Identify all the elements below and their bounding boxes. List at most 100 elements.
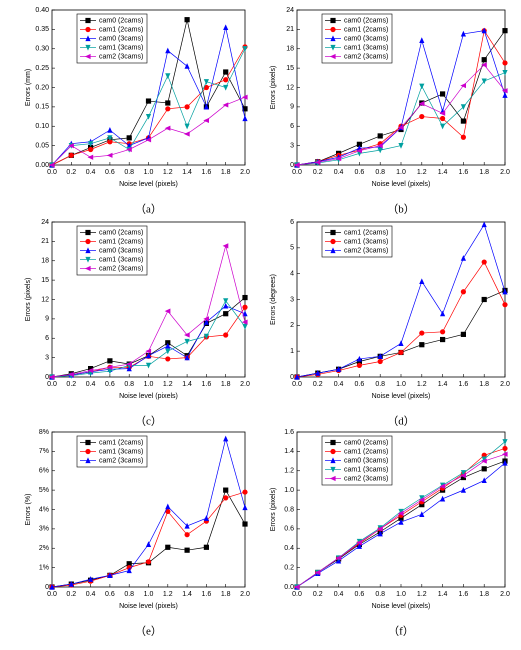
marker bbox=[223, 298, 229, 304]
legend-label: cam0 (3cams) bbox=[99, 247, 143, 254]
x-tick-label: 0.2 bbox=[313, 591, 323, 598]
y-tick-label: 0.8 bbox=[284, 506, 294, 513]
y-tick-label: 0.35 bbox=[35, 26, 49, 33]
x-axis-label: Noise level (pixels) bbox=[372, 181, 431, 188]
legend-label: cam2 (3cams) bbox=[99, 457, 143, 464]
marker bbox=[203, 319, 209, 325]
y-tick-label: 0.40 bbox=[35, 7, 49, 14]
x-tick-label: 0.8 bbox=[124, 381, 134, 388]
caption: （a） bbox=[135, 203, 162, 216]
marker bbox=[165, 106, 171, 112]
marker bbox=[184, 104, 190, 110]
marker bbox=[502, 28, 508, 34]
x-tick-label: 1.8 bbox=[221, 381, 231, 388]
marker bbox=[242, 324, 248, 330]
marker bbox=[165, 340, 171, 346]
marker bbox=[145, 541, 152, 547]
marker bbox=[294, 373, 300, 380]
marker bbox=[356, 362, 362, 368]
y-tick-label: 4% bbox=[39, 506, 49, 513]
marker bbox=[223, 332, 229, 338]
marker bbox=[440, 329, 446, 335]
marker bbox=[418, 101, 425, 107]
marker bbox=[481, 78, 487, 85]
x-tick-label: 0.6 bbox=[355, 381, 365, 388]
series-line bbox=[51, 489, 246, 588]
marker bbox=[336, 366, 342, 372]
x-tick-label: 0.2 bbox=[313, 381, 323, 388]
marker bbox=[460, 474, 466, 481]
marker bbox=[165, 508, 171, 515]
x-tick-label: 1.0 bbox=[396, 169, 406, 176]
legend-label: cam1 (3cams) bbox=[344, 466, 388, 473]
marker bbox=[242, 115, 248, 122]
y-tick-label: 6 bbox=[45, 335, 49, 342]
legend-label: cam2 (3cams) bbox=[344, 475, 388, 482]
y-tick-label: 2% bbox=[39, 545, 49, 552]
marker bbox=[85, 44, 91, 51]
marker bbox=[164, 125, 171, 131]
x-tick-label: 1.0 bbox=[144, 381, 154, 388]
y-tick-label: 2 bbox=[290, 322, 294, 329]
marker bbox=[314, 569, 321, 576]
marker bbox=[184, 532, 190, 538]
marker bbox=[107, 135, 113, 141]
marker bbox=[377, 526, 383, 532]
marker bbox=[242, 521, 248, 527]
y-tick-label: 21 bbox=[286, 26, 294, 33]
marker bbox=[330, 26, 336, 33]
marker bbox=[165, 73, 171, 79]
marker bbox=[203, 544, 209, 550]
marker bbox=[481, 57, 487, 63]
marker bbox=[184, 522, 190, 529]
x-tick-label: 1.6 bbox=[459, 381, 469, 388]
x-tick-label: 1.4 bbox=[182, 169, 192, 176]
x-tick-label: 1.0 bbox=[144, 169, 154, 176]
x-tick-label: 1.6 bbox=[202, 169, 212, 176]
x-tick-label: 1.6 bbox=[202, 381, 212, 388]
x-tick-label: 2.0 bbox=[240, 169, 250, 176]
marker bbox=[241, 319, 248, 325]
marker bbox=[502, 60, 508, 66]
marker bbox=[460, 472, 466, 479]
marker bbox=[107, 127, 113, 133]
marker bbox=[84, 265, 91, 272]
marker bbox=[481, 456, 487, 463]
y-tick-label: 0.20 bbox=[35, 84, 49, 91]
marker bbox=[460, 118, 466, 124]
y-tick-label: 0.30 bbox=[35, 46, 49, 53]
marker bbox=[481, 296, 487, 303]
marker bbox=[377, 353, 383, 359]
x-tick-label: 0.6 bbox=[355, 591, 365, 598]
marker bbox=[481, 221, 487, 228]
x-tick-label: 1.8 bbox=[479, 381, 489, 388]
y-axis-label: Errors (%) bbox=[25, 494, 32, 526]
marker bbox=[356, 141, 362, 147]
y-tick-label: 3% bbox=[39, 526, 49, 533]
legend-label: cam1 (3cams) bbox=[99, 256, 143, 263]
caption: （f） bbox=[388, 625, 414, 638]
marker bbox=[377, 143, 383, 149]
y-axis-label: Errors (mm) bbox=[25, 69, 32, 106]
marker bbox=[398, 518, 404, 525]
marker bbox=[68, 371, 74, 378]
x-tick-label: 0.0 bbox=[47, 169, 57, 176]
x-tick-label: 0.8 bbox=[124, 169, 134, 176]
marker bbox=[397, 124, 404, 131]
marker bbox=[377, 147, 383, 154]
marker bbox=[85, 229, 91, 236]
series-line bbox=[296, 64, 506, 166]
marker bbox=[398, 349, 404, 356]
marker bbox=[223, 24, 229, 31]
marker bbox=[329, 475, 336, 482]
x-axis-label: Noise level (pixels) bbox=[119, 393, 178, 400]
marker bbox=[203, 117, 209, 124]
marker bbox=[84, 53, 91, 60]
marker bbox=[460, 82, 466, 89]
marker bbox=[502, 439, 508, 445]
x-tick-label: 0.0 bbox=[47, 381, 57, 388]
marker bbox=[49, 583, 55, 590]
y-tick-label: 15 bbox=[41, 277, 49, 284]
marker bbox=[481, 477, 487, 484]
panel: 0.0 0.2 0.4 0.6 0.8 1.0 1.2 1.4 1.6 1.8 2.0 0 3 6 9 12 1… bbox=[25, 219, 250, 428]
